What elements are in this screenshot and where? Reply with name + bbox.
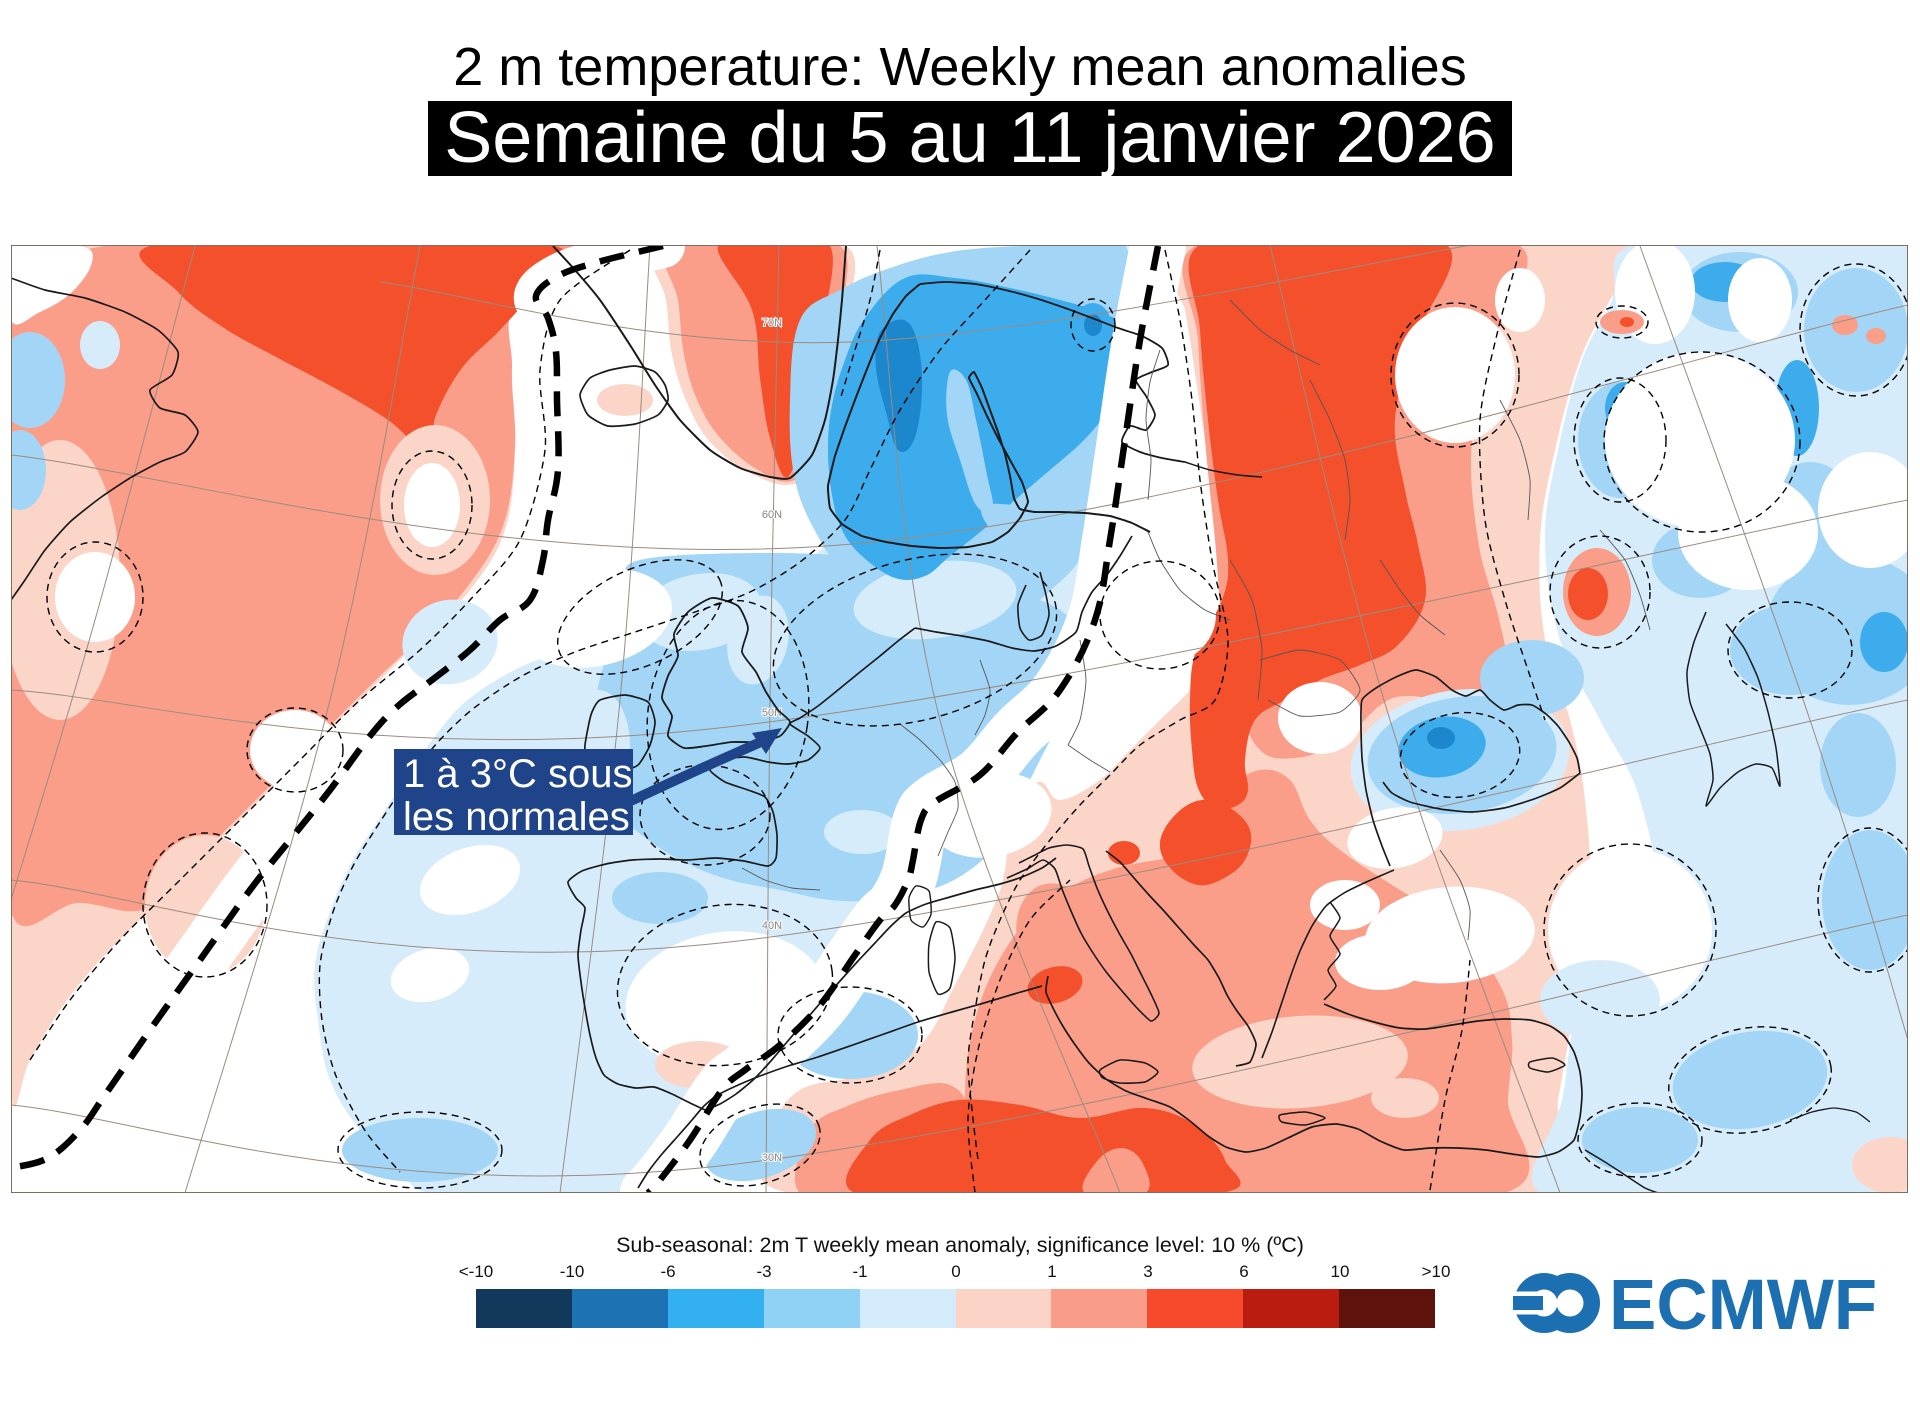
svg-text:70N: 70N [762, 317, 782, 329]
svg-text:60N: 60N [762, 509, 782, 521]
svg-text:30N: 30N [762, 1152, 782, 1164]
svg-text:1 à 3°C sous: 1 à 3°C sous [403, 752, 632, 796]
svg-text:40N: 40N [762, 920, 782, 932]
svg-text:les normales: les normales [403, 795, 630, 839]
svg-text:50N: 50N [762, 707, 782, 719]
svg-text:ECMWF: ECMWF [1609, 1272, 1877, 1338]
